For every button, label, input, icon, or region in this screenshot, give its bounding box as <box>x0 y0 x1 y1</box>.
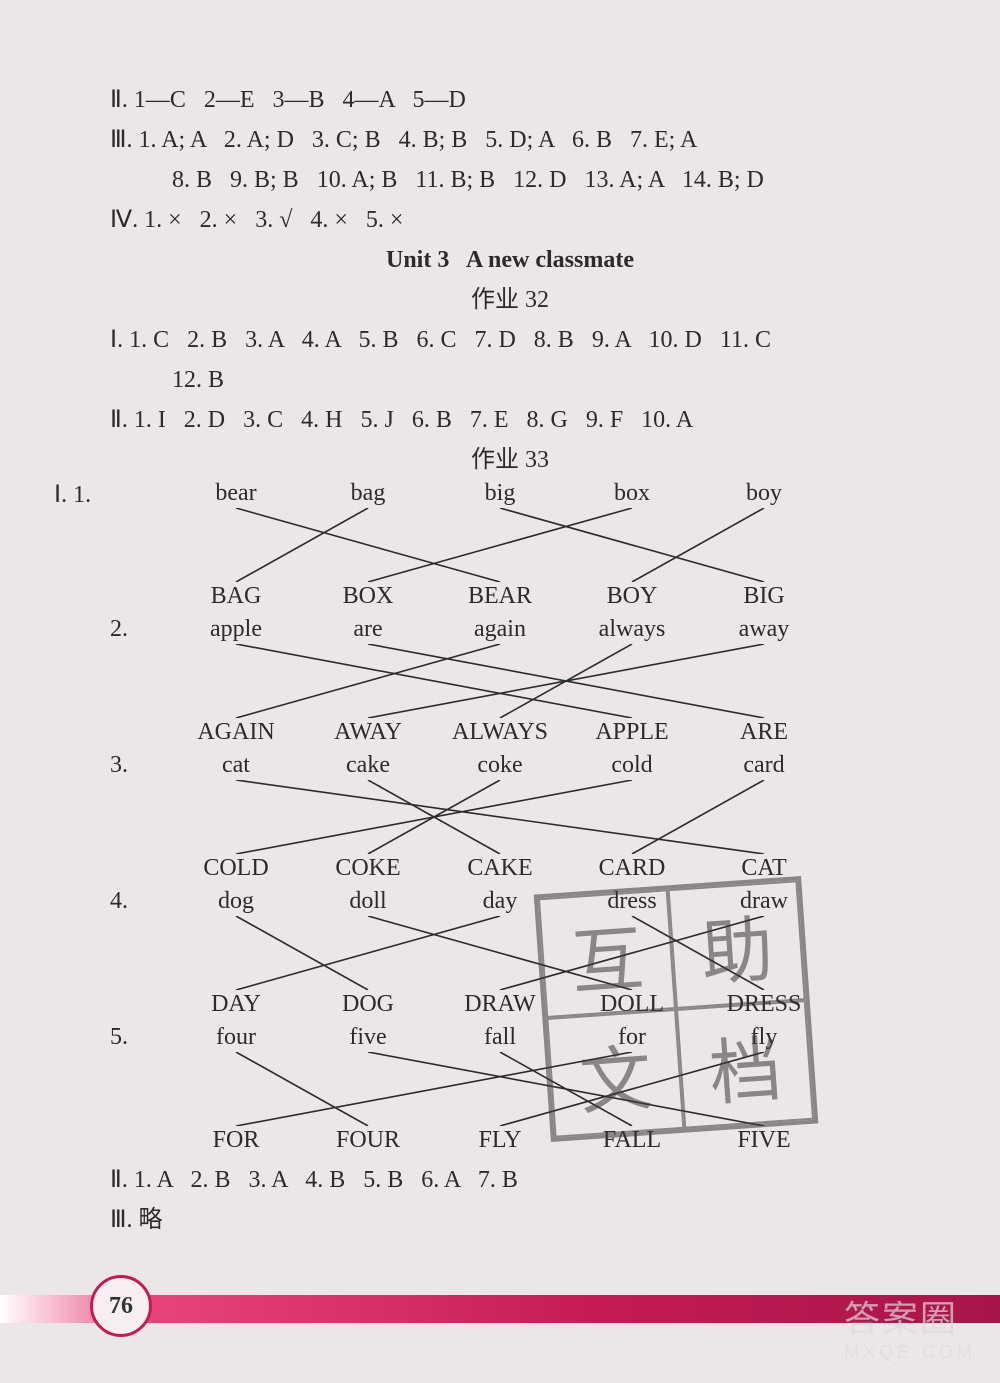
unit-title: Unit 3 A new classmate <box>110 240 910 280</box>
match-word: five <box>302 1024 434 1051</box>
match-word: apple <box>170 616 302 643</box>
site-watermark: 答案圈 MXQE.COM <box>844 1290 976 1363</box>
hw33-ii: Ⅱ. 1. A 2. B 3. A 4. B 5. B 6. A 7. B <box>110 1160 910 1200</box>
match-label: 2. <box>110 616 170 643</box>
hw33-title: 作业 33 <box>110 440 910 480</box>
match-word: FOUR <box>302 1127 434 1154</box>
match-word: COKE <box>302 855 434 882</box>
section-iii-row1: Ⅲ. 1. A; A 2. A; D 3. C; B 4. B; B 5. D;… <box>110 120 910 160</box>
match-word: BOX <box>302 583 434 610</box>
hw32-i-row2: 12. B <box>110 360 910 400</box>
section-ii: Ⅱ. 1—C 2—E 3—B 4—A 5—D <box>110 80 910 120</box>
stamp-char: 助 <box>668 880 806 1009</box>
match-word: DAY <box>170 991 302 1018</box>
stamp-watermark: 互 助 文 档 <box>534 876 819 1142</box>
section-iv: Ⅳ. 1. × 2. × 3. √ 4. × 5. × <box>110 200 910 240</box>
hw32-i-row1: Ⅰ. 1. C 2. B 3. A 4. A 5. B 6. C 7. D 8.… <box>110 320 910 360</box>
hw33-iii: Ⅲ. 略 <box>110 1200 910 1240</box>
match-word: FIVE <box>698 1127 830 1154</box>
match-word: COLD <box>170 855 302 882</box>
hw32-ii: Ⅱ. 1. I 2. D 3. C 4. H 5. J 6. B 7. E 8.… <box>110 400 910 440</box>
match-label: 4. <box>110 888 170 915</box>
match-word: BIG <box>698 583 830 610</box>
site-watermark-sub: MXQE.COM <box>844 1342 976 1363</box>
match-label: 5. <box>110 1024 170 1051</box>
match-bottom-row: COLDCOKECAKECARDCAT <box>170 855 830 882</box>
match-word: CAKE <box>434 855 566 882</box>
section-iii-row2: 8. B 9. B; B 10. A; B 11. B; B 12. D 13.… <box>110 160 910 200</box>
match-word: always <box>566 616 698 643</box>
match-diagram: 2.appleareagainalwaysaway AGAINAWAYALWAYS… <box>110 616 910 746</box>
match-word: away <box>698 616 830 643</box>
match-bottom-row: BAGBOXBEARBOYBIG <box>170 583 830 610</box>
site-watermark-main: 答案圈 <box>844 1290 976 1342</box>
stamp-char: 文 <box>546 1009 684 1138</box>
stamp-char: 互 <box>538 889 676 1018</box>
match-diagram: 3.catcakecokecoldcard COLDCOKECAKECARDCAT <box>110 752 910 882</box>
page-number-badge: 76 <box>90 1275 152 1337</box>
match-block: 3.catcakecokecoldcard COLDCOKECAKECARDCAT <box>110 752 910 882</box>
match-word: FOR <box>170 1127 302 1154</box>
match-word: cat <box>170 752 302 779</box>
match-label: 3. <box>110 752 170 779</box>
match-word: are <box>302 616 434 643</box>
match-top-row: bearbagbigboxboy <box>170 480 830 507</box>
match-lines <box>170 780 830 854</box>
match-bottom-row: FORFOURFLYFALLFIVE <box>170 1127 830 1154</box>
match-label: Ⅰ. 1. <box>54 480 114 509</box>
match-word: AWAY <box>302 719 434 746</box>
match-lines <box>170 644 830 718</box>
match-word: boy <box>698 480 830 507</box>
match-word: four <box>170 1024 302 1051</box>
match-word: APPLE <box>566 719 698 746</box>
match-word: card <box>698 752 830 779</box>
match-word: CARD <box>566 855 698 882</box>
match-word: bag <box>302 480 434 507</box>
match-block: Ⅰ. 1.bearbagbigboxboyBAGBOXBEARBOYBIG <box>110 480 910 610</box>
match-word: doll <box>302 888 434 915</box>
match-word: bear <box>170 480 302 507</box>
match-word: ALWAYS <box>434 719 566 746</box>
stamp-char: 档 <box>676 1000 814 1129</box>
match-block: 2.appleareagainalwaysaway AGAINAWAYALWAYS… <box>110 616 910 746</box>
match-word: BOY <box>566 583 698 610</box>
match-lines <box>170 508 830 582</box>
match-top-row: catcakecokecoldcard <box>170 752 830 779</box>
match-word: cake <box>302 752 434 779</box>
match-word: coke <box>434 752 566 779</box>
match-word: dog <box>170 888 302 915</box>
match-word: big <box>434 480 566 507</box>
match-word: BAG <box>170 583 302 610</box>
match-top-row: appleareagainalwaysaway <box>170 616 830 643</box>
match-word: FLY <box>434 1127 566 1154</box>
match-word: cold <box>566 752 698 779</box>
match-word: DOG <box>302 991 434 1018</box>
match-word: AGAIN <box>170 719 302 746</box>
match-word: box <box>566 480 698 507</box>
match-bottom-row: AGAINAWAYALWAYSAPPLEARE <box>170 719 830 746</box>
match-diagram: Ⅰ. 1.bearbagbigboxboyBAGBOXBEARBOYBIG <box>110 480 910 610</box>
hw32-title: 作业 32 <box>110 280 910 320</box>
match-word: again <box>434 616 566 643</box>
match-word: BEAR <box>434 583 566 610</box>
page: Ⅱ. 1—C 2—E 3—B 4—A 5—D Ⅲ. 1. A; A 2. A; … <box>0 0 1000 1383</box>
match-word: ARE <box>698 719 830 746</box>
